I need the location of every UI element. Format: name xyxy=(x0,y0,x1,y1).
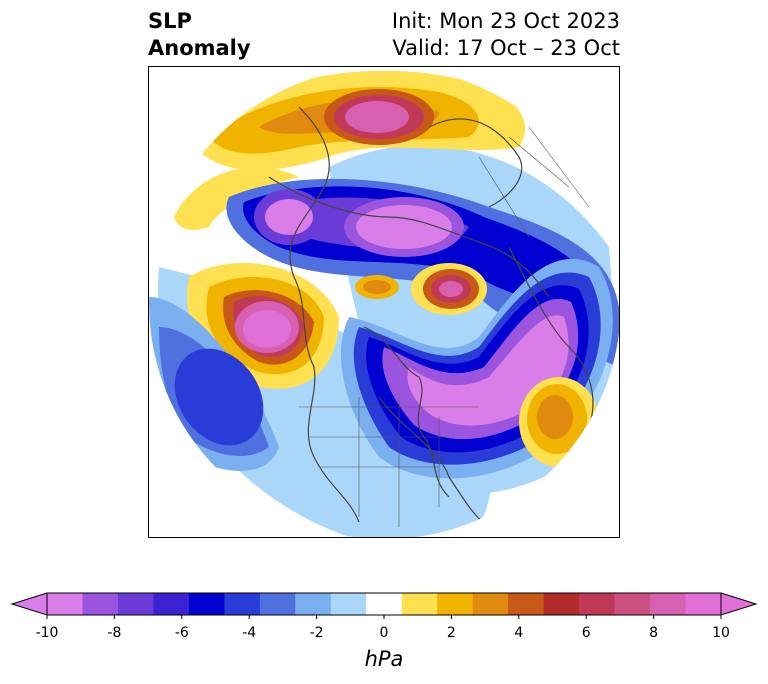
colorbar-bin xyxy=(508,593,545,615)
colorbar-under-arrow xyxy=(10,592,48,616)
colorbar-bin xyxy=(82,593,119,615)
colorbar-bin xyxy=(47,593,83,615)
colorbar-tick-label: 4 xyxy=(514,625,524,641)
colorbar-bin xyxy=(437,593,474,615)
colorbar-bin xyxy=(579,593,616,615)
colorbar-bin xyxy=(401,593,438,615)
colorbar-tick-label: -10 xyxy=(35,625,59,641)
colorbar-bin xyxy=(117,593,154,615)
colorbar-bin xyxy=(259,593,296,615)
map-title: SLP Anomaly xyxy=(148,8,251,62)
colorbar-over-arrow xyxy=(720,592,758,616)
colorbar-tick-label: 8 xyxy=(649,625,659,641)
colorbar-tick-label: 0 xyxy=(379,625,389,641)
colorbar-bin xyxy=(614,593,651,615)
valid-range: Valid: 17 Oct – 23 Oct xyxy=(392,36,620,60)
colorbar-bin xyxy=(543,593,580,615)
colorbar-tick-label: -2 xyxy=(309,625,324,641)
colorbar-tick-label: -4 xyxy=(242,625,257,641)
colorbar-bin xyxy=(366,593,403,615)
init-date: Init: Mon 23 Oct 2023 xyxy=(391,9,620,33)
map-subtitle: Init: Mon 23 Oct 2023 Valid: 17 Oct – 23… xyxy=(392,8,620,62)
colorbar-tick-label: 2 xyxy=(446,625,456,641)
colorbar-bin xyxy=(188,593,225,615)
polar-map xyxy=(148,66,620,538)
colorbar-tick-label: -6 xyxy=(174,625,189,641)
colorbar-bin xyxy=(330,593,367,615)
colorbar xyxy=(10,592,758,619)
colorbar-tick-label: 6 xyxy=(581,625,591,641)
title-line-1: SLP xyxy=(148,9,192,33)
colorbar-bin xyxy=(224,593,261,615)
colorbar-tick-label: 10 xyxy=(712,625,730,641)
anomaly-field xyxy=(149,67,619,537)
colorbar-tick-label: -8 xyxy=(107,625,122,641)
colorbar-bin xyxy=(472,593,509,615)
title-line-2: Anomaly xyxy=(148,36,251,60)
colorbar-bin xyxy=(153,593,190,615)
colorbar-units: hPa xyxy=(364,647,404,671)
colorbar-bin xyxy=(650,593,687,615)
colorbar-bin xyxy=(295,593,332,615)
colorbar-bin xyxy=(685,593,722,615)
